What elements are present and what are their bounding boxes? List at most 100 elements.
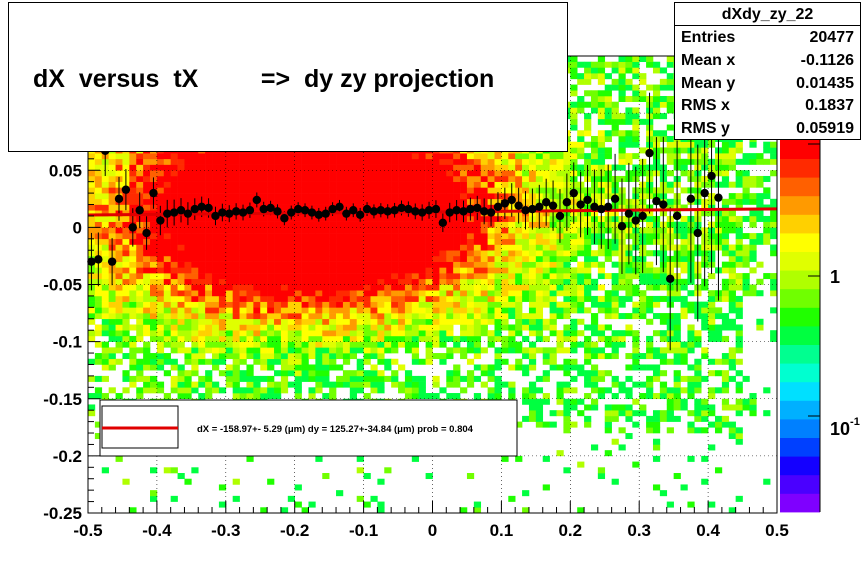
heatmap-cell xyxy=(170,153,178,160)
heatmap-cell xyxy=(515,267,523,274)
heatmap-cell xyxy=(356,221,364,228)
heatmap-cell xyxy=(198,221,206,228)
heatmap-cell xyxy=(391,330,399,337)
heatmap-cell xyxy=(349,158,358,165)
heatmap-cell xyxy=(432,335,440,342)
heatmap-cell xyxy=(232,273,240,280)
heatmap-cell xyxy=(88,193,96,200)
heatmap-cell xyxy=(225,175,233,182)
heatmap-cell xyxy=(122,164,130,171)
heatmap-cell xyxy=(267,290,275,297)
heatmap-cell xyxy=(239,193,247,200)
heatmap-cell xyxy=(349,353,358,360)
heatmap-cell xyxy=(522,313,530,320)
heatmap-cell xyxy=(218,158,227,165)
heatmap-cell xyxy=(411,227,420,234)
heatmap-cell xyxy=(522,318,530,325)
heatmap-cell xyxy=(590,250,599,257)
heatmap-cell xyxy=(425,244,433,251)
heatmap-cell xyxy=(453,364,461,371)
heatmap-cell xyxy=(494,295,502,302)
heatmap-cell xyxy=(253,164,261,171)
heatmap-cell xyxy=(356,153,364,160)
heatmap-cell xyxy=(460,227,468,234)
heatmap-cell xyxy=(294,153,302,160)
heatmap-cell xyxy=(439,164,447,171)
heatmap-cell xyxy=(487,175,495,182)
heatmap-cell xyxy=(473,347,482,354)
heatmap-cell xyxy=(184,233,192,240)
heatmap-cell xyxy=(287,153,295,160)
heatmap-cell xyxy=(652,84,661,91)
heatmap-cell xyxy=(404,347,413,354)
heatmap-cell xyxy=(198,255,206,262)
heatmap-cell xyxy=(632,56,640,63)
heatmap-cell xyxy=(294,181,302,188)
heatmap-cell xyxy=(570,250,578,257)
heatmap-cell xyxy=(411,318,420,325)
heatmap-cell xyxy=(274,358,282,365)
heatmap-cell xyxy=(322,175,330,182)
heatmap-cell xyxy=(487,250,495,257)
heatmap-cell xyxy=(398,284,406,291)
heatmap-cell xyxy=(363,164,371,171)
heatmap-cell xyxy=(342,381,351,388)
heatmap-cell xyxy=(404,330,413,337)
heatmap-cell xyxy=(466,370,475,377)
heatmap-cell xyxy=(253,233,261,240)
heatmap-cell xyxy=(391,227,399,234)
heatmap-cell xyxy=(466,193,475,200)
heatmap-cell xyxy=(432,261,440,268)
heatmap-cell xyxy=(218,358,227,365)
heatmap-cell xyxy=(570,290,578,297)
heatmap-cell xyxy=(315,164,323,171)
heatmap-cell xyxy=(363,318,371,325)
heatmap-cell xyxy=(577,273,585,280)
heatmap-cell xyxy=(191,295,199,302)
heatmap-cell xyxy=(260,347,268,354)
heatmap-cell xyxy=(480,347,488,354)
heatmap-cell xyxy=(411,295,420,302)
heatmap-cell xyxy=(191,221,199,228)
heatmap-cell xyxy=(590,444,599,451)
heatmap-cell xyxy=(446,193,454,200)
heatmap-cell xyxy=(301,335,309,342)
heatmap-cell xyxy=(156,335,165,342)
heatmap-cell xyxy=(570,153,578,160)
heatmap-cell xyxy=(115,221,123,228)
heatmap-cell xyxy=(212,381,220,388)
heatmap-cell xyxy=(377,341,385,348)
heatmap-cell xyxy=(294,250,302,257)
heatmap-cell xyxy=(501,313,509,320)
heatmap-cell xyxy=(212,278,220,285)
heatmap-cell xyxy=(301,153,309,160)
heatmap-cell xyxy=(418,284,426,291)
heatmap-cell xyxy=(411,255,420,262)
heatmap-cell xyxy=(260,164,268,171)
heatmap-cell xyxy=(267,381,275,388)
heatmap-cell xyxy=(88,227,96,234)
heatmap-cell xyxy=(646,341,654,348)
heatmap-cell xyxy=(673,295,681,302)
heatmap-cell xyxy=(108,387,116,394)
heatmap-cell xyxy=(349,278,358,285)
heatmap-cell xyxy=(287,233,295,240)
heatmap-cell xyxy=(260,393,268,400)
heatmap-cell xyxy=(632,67,640,74)
heatmap-cell xyxy=(163,170,171,177)
heatmap-cell xyxy=(659,381,668,388)
heatmap-cell xyxy=(666,181,674,188)
heatmap-cell xyxy=(225,370,233,377)
heatmap-cell xyxy=(129,153,137,160)
heatmap-cell xyxy=(425,261,433,268)
heatmap-cell xyxy=(122,375,130,382)
heatmap-cell xyxy=(404,181,413,188)
heatmap-cell xyxy=(163,244,171,251)
heatmap-cell xyxy=(212,238,220,245)
heatmap-cell xyxy=(501,307,509,314)
heatmap-cell xyxy=(129,193,137,200)
heatmap-cell xyxy=(618,295,626,302)
heatmap-cell xyxy=(597,393,606,400)
heatmap-cell xyxy=(205,387,213,394)
heatmap-cell xyxy=(611,301,619,308)
